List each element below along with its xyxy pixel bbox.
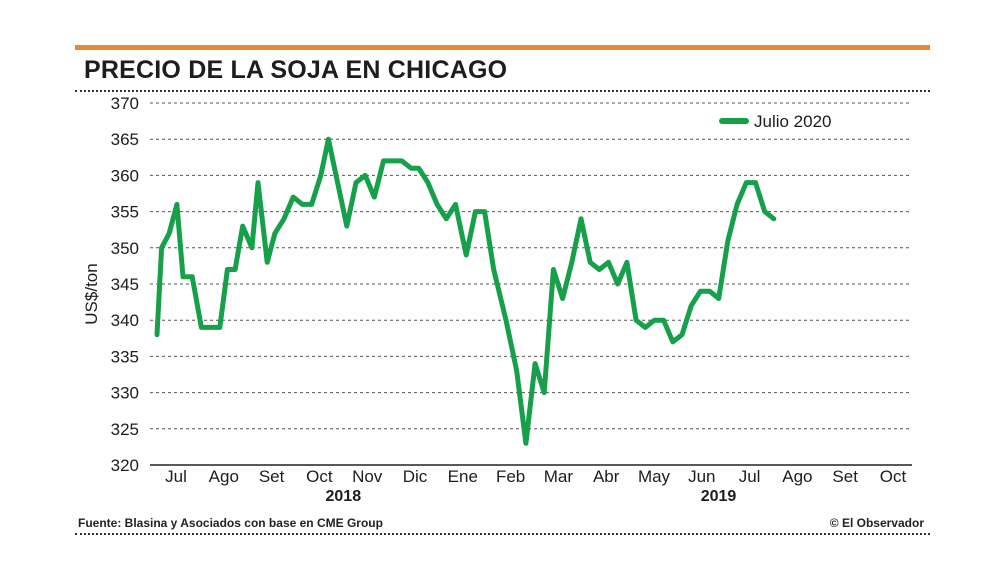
y-tick-label: 325 <box>111 420 139 439</box>
x-tick-label: Oct <box>880 467 907 486</box>
y-tick-label: 365 <box>111 130 139 149</box>
source-note: Fuente: Blasina y Asociados con base en … <box>78 516 383 530</box>
title-divider <box>75 90 930 92</box>
x-tick-label: May <box>638 467 671 486</box>
x-tick-label: Nov <box>352 467 383 486</box>
y-tick-label: 345 <box>111 275 139 294</box>
x-tick-label: Abr <box>593 467 620 486</box>
x-tick-label: Ene <box>448 467 478 486</box>
y-axis-label: US$/ton <box>82 263 101 324</box>
x-tick-label: Jul <box>165 467 187 486</box>
title-accent-rule <box>75 45 930 50</box>
y-tick-label: 320 <box>111 456 139 475</box>
y-tick-label: 355 <box>111 203 139 222</box>
x-tick-label: Jul <box>739 467 761 486</box>
y-tick-label: 330 <box>111 384 139 403</box>
x-tick-label: Set <box>832 467 858 486</box>
y-tick-label: 340 <box>111 311 139 330</box>
series-line <box>154 136 777 446</box>
x-tick-label: Feb <box>496 467 525 486</box>
x-tick-label: Ago <box>782 467 812 486</box>
legend-label: Julio 2020 <box>754 112 832 131</box>
y-tick-label: 350 <box>111 239 139 258</box>
x-year-label: 2019 <box>701 488 737 505</box>
x-tick-label: Jun <box>688 467 715 486</box>
x-tick-label: Ago <box>209 467 239 486</box>
x-tick-label: Set <box>259 467 285 486</box>
x-tick-label: Oct <box>306 467 333 486</box>
x-tick-label: Mar <box>544 467 574 486</box>
chart-title: PRECIO DE LA SOJA EN CHICAGO <box>84 56 508 84</box>
y-tick-label: 360 <box>111 166 139 185</box>
x-tick-label: Dic <box>403 467 428 486</box>
y-tick-label: 335 <box>111 347 139 366</box>
x-year-label: 2018 <box>326 488 362 505</box>
footer-divider-top <box>75 533 930 535</box>
credit-note: © El Observador <box>829 516 924 530</box>
y-tick-label: 370 <box>111 94 139 113</box>
